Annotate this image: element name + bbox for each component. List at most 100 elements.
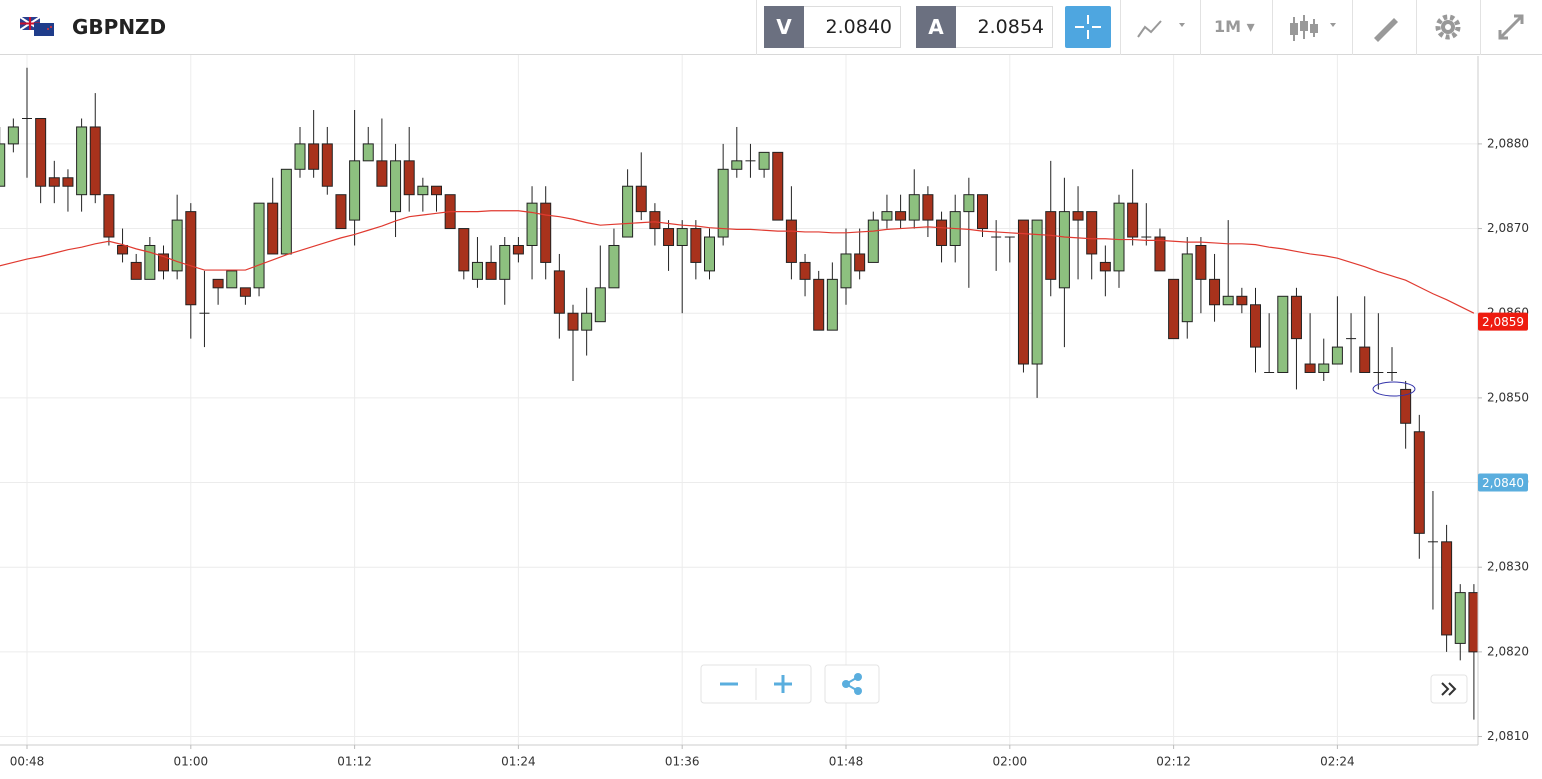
candle-body xyxy=(936,219,948,246)
candle-body xyxy=(321,143,333,187)
x-tick-label: 01:00 xyxy=(174,755,209,769)
candle-body xyxy=(253,202,265,289)
grid xyxy=(0,55,1478,745)
candle-body xyxy=(813,278,825,331)
candle-body xyxy=(1318,363,1330,373)
candle-body xyxy=(704,236,715,272)
candle-body xyxy=(1468,592,1478,653)
candle-type-button[interactable] xyxy=(1288,13,1348,43)
candle-body xyxy=(581,312,593,331)
candle-body xyxy=(1086,211,1098,255)
candle-body xyxy=(1250,304,1261,348)
candle-body xyxy=(663,228,675,246)
candle-body xyxy=(485,261,497,280)
x-tick-label: 01:48 xyxy=(829,755,864,769)
candle-body xyxy=(785,219,797,263)
candle-body xyxy=(7,126,19,145)
annotation-ellipse xyxy=(1372,381,1416,397)
candle-body xyxy=(390,160,402,213)
candle-body xyxy=(717,168,729,238)
crosshair-icon xyxy=(1075,15,1101,39)
chart-type-button[interactable] xyxy=(1135,13,1195,43)
candle-body xyxy=(226,270,238,289)
candle-body xyxy=(1441,541,1453,636)
candle-body xyxy=(349,160,361,221)
candle-body xyxy=(1359,346,1371,373)
candle-body xyxy=(854,253,866,272)
zoom-in-button[interactable] xyxy=(774,675,792,693)
candle-body xyxy=(376,160,388,187)
candle-body xyxy=(1209,278,1221,306)
y-tick-label: 2,0850 xyxy=(1487,390,1529,404)
candle-body xyxy=(867,219,879,263)
x-tick-label: 00:48 xyxy=(10,755,45,769)
candle-body xyxy=(103,194,115,238)
settings-button[interactable] xyxy=(1433,12,1463,42)
candle-body xyxy=(881,211,893,221)
candle-body xyxy=(335,194,347,230)
candle-body xyxy=(117,244,129,255)
candle-body xyxy=(294,143,306,170)
candle-body xyxy=(676,228,688,246)
symbol: GBPNZD xyxy=(72,15,167,39)
y-tick-label: 2,0810 xyxy=(1487,729,1529,743)
candle-body xyxy=(977,194,988,230)
x-tick-label: 02:12 xyxy=(1156,755,1191,769)
candle-body xyxy=(403,160,415,196)
candle-body xyxy=(1045,211,1057,280)
candle-body xyxy=(1236,295,1248,306)
share-button[interactable] xyxy=(824,664,880,704)
candle-body xyxy=(826,278,838,331)
candle-body xyxy=(731,160,743,170)
x-tick-label: 02:24 xyxy=(1320,755,1355,769)
candle-body xyxy=(567,312,579,331)
y-tick-label: 2,0820 xyxy=(1487,644,1529,658)
candle-body xyxy=(963,194,975,213)
x-tick-label: 02:00 xyxy=(993,755,1028,769)
candle-body xyxy=(1413,431,1425,534)
candle-body xyxy=(1072,211,1084,221)
candle-body xyxy=(1181,253,1193,323)
candle-body xyxy=(540,202,552,263)
price-marker xyxy=(1478,312,1528,331)
ask-price[interactable]: 2.0854 xyxy=(956,6,1053,48)
draw-button[interactable] xyxy=(1370,12,1400,42)
fullscreen-button[interactable] xyxy=(1496,12,1526,42)
candle-body xyxy=(594,287,606,323)
bid-price[interactable]: 2.0840 xyxy=(804,6,901,48)
candle-body xyxy=(158,253,169,272)
axes: 2,08102,08202,08302,08402,08502,08602,08… xyxy=(10,136,1529,768)
candle-body xyxy=(144,244,156,280)
candle-body xyxy=(1017,219,1029,365)
y-tick-label: 2,0870 xyxy=(1487,221,1529,235)
candle-body xyxy=(1222,295,1234,306)
flag-icon xyxy=(20,17,54,36)
candle-body xyxy=(526,202,538,246)
candle-body xyxy=(362,143,374,162)
candle-body xyxy=(185,211,197,306)
moving-average xyxy=(0,210,1475,314)
crosshair-button[interactable] xyxy=(1065,6,1111,48)
candle-body xyxy=(89,126,101,196)
candle-body xyxy=(1304,363,1316,373)
candle-body xyxy=(1400,388,1412,424)
candle-body xyxy=(1277,295,1289,373)
candle-body xyxy=(499,244,511,280)
candle-body xyxy=(1290,295,1302,340)
timeframe-button[interactable]: 1M ▾ xyxy=(1214,17,1255,36)
y-tick-label: 2,0830 xyxy=(1487,560,1529,574)
candle-body xyxy=(772,151,784,221)
zoom-controls xyxy=(700,664,1468,704)
candle-body xyxy=(1454,592,1466,644)
candle-body xyxy=(76,126,88,196)
candle-body xyxy=(649,211,661,230)
candle-body xyxy=(799,261,811,280)
candle-body xyxy=(267,202,279,255)
price-marker-label: 2,0840 xyxy=(1482,476,1524,490)
candle-body xyxy=(1031,219,1043,365)
x-tick-label: 01:12 xyxy=(337,755,372,769)
candle-body xyxy=(431,185,442,196)
candle-body xyxy=(239,287,251,297)
